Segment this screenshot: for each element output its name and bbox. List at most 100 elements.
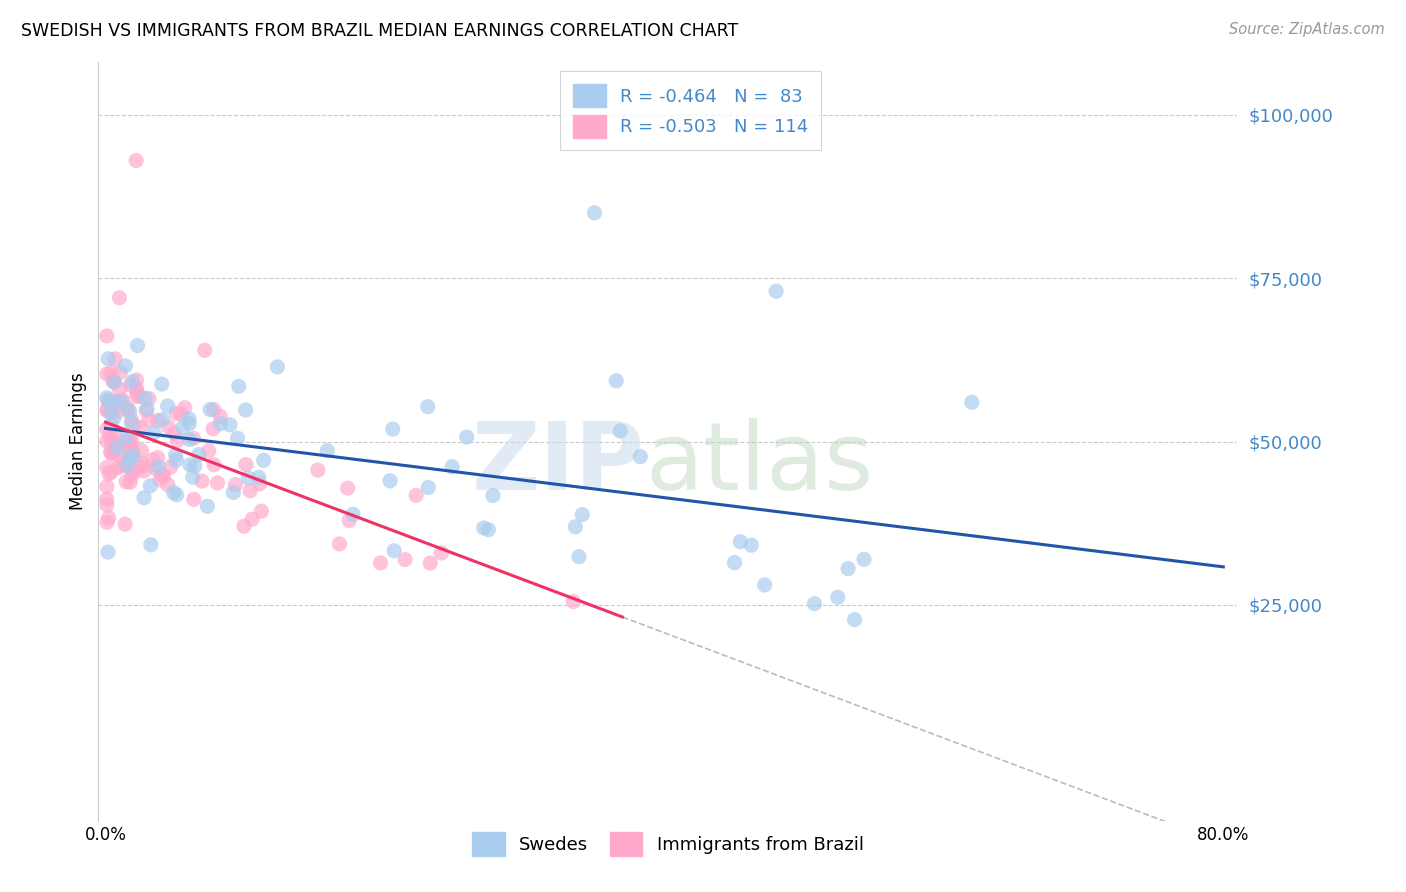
Point bbox=[382, 543, 405, 558]
Point bbox=[115, 402, 138, 417]
Point bbox=[418, 481, 440, 495]
Point bbox=[96, 434, 118, 448]
Point bbox=[121, 435, 143, 450]
Point bbox=[226, 431, 249, 445]
Point bbox=[441, 459, 464, 474]
Text: atlas: atlas bbox=[645, 418, 873, 510]
Point bbox=[197, 500, 219, 514]
Point bbox=[110, 365, 132, 379]
Point bbox=[146, 413, 169, 427]
Point bbox=[307, 463, 329, 477]
Point bbox=[96, 492, 118, 507]
Point bbox=[96, 367, 118, 381]
Point bbox=[114, 359, 136, 373]
Point bbox=[108, 291, 131, 305]
Point bbox=[266, 359, 288, 374]
Point bbox=[107, 460, 129, 475]
Point bbox=[228, 379, 250, 393]
Point bbox=[103, 442, 125, 457]
Point bbox=[128, 389, 150, 403]
Point bbox=[125, 381, 148, 395]
Point bbox=[100, 445, 122, 459]
Point bbox=[105, 437, 128, 451]
Point bbox=[730, 534, 752, 549]
Point bbox=[97, 545, 120, 559]
Point bbox=[370, 556, 392, 570]
Point bbox=[316, 443, 339, 458]
Point bbox=[100, 417, 122, 432]
Point bbox=[118, 449, 141, 463]
Point bbox=[122, 465, 145, 479]
Point bbox=[131, 456, 153, 470]
Point bbox=[336, 481, 359, 495]
Point bbox=[628, 450, 651, 464]
Point bbox=[107, 404, 129, 418]
Point bbox=[103, 411, 125, 425]
Point bbox=[416, 400, 439, 414]
Point bbox=[177, 412, 200, 426]
Point bbox=[138, 413, 160, 427]
Point bbox=[104, 428, 127, 442]
Point bbox=[125, 385, 148, 400]
Point bbox=[100, 435, 122, 450]
Point bbox=[96, 460, 118, 475]
Point bbox=[183, 431, 205, 445]
Point bbox=[157, 420, 180, 434]
Point bbox=[114, 517, 136, 532]
Point bbox=[253, 453, 276, 467]
Point bbox=[132, 491, 155, 505]
Point bbox=[101, 374, 124, 388]
Point bbox=[571, 508, 593, 522]
Point bbox=[97, 351, 120, 366]
Point bbox=[209, 409, 232, 424]
Point bbox=[125, 389, 148, 403]
Point bbox=[97, 511, 120, 525]
Point bbox=[138, 392, 160, 406]
Point bbox=[181, 470, 204, 484]
Point bbox=[853, 552, 876, 566]
Point bbox=[118, 450, 141, 465]
Point bbox=[605, 374, 627, 388]
Point bbox=[240, 512, 263, 526]
Point bbox=[179, 433, 201, 447]
Point bbox=[198, 402, 221, 417]
Point bbox=[111, 395, 134, 409]
Point bbox=[238, 471, 260, 485]
Point bbox=[150, 377, 173, 392]
Point bbox=[100, 446, 122, 460]
Point bbox=[127, 338, 149, 352]
Point bbox=[100, 398, 122, 412]
Point bbox=[114, 457, 136, 471]
Point bbox=[568, 549, 591, 564]
Point bbox=[148, 460, 170, 475]
Point bbox=[100, 402, 122, 417]
Point bbox=[97, 395, 120, 409]
Point bbox=[125, 153, 148, 168]
Point bbox=[405, 488, 427, 502]
Point bbox=[104, 394, 127, 409]
Point bbox=[131, 443, 153, 458]
Point bbox=[562, 594, 585, 608]
Point bbox=[740, 538, 762, 552]
Point bbox=[121, 468, 143, 483]
Point bbox=[142, 425, 165, 440]
Point bbox=[104, 351, 127, 366]
Point bbox=[165, 407, 187, 421]
Point bbox=[150, 468, 173, 483]
Point bbox=[482, 489, 505, 503]
Point bbox=[118, 439, 141, 453]
Point bbox=[328, 537, 350, 551]
Point bbox=[477, 523, 499, 537]
Point bbox=[121, 413, 143, 427]
Point bbox=[98, 429, 121, 443]
Point bbox=[134, 391, 156, 405]
Point bbox=[381, 422, 404, 436]
Point bbox=[118, 431, 141, 445]
Text: ZIP: ZIP bbox=[472, 418, 645, 510]
Point bbox=[96, 403, 118, 417]
Point bbox=[150, 412, 173, 426]
Point bbox=[121, 443, 143, 458]
Point bbox=[103, 375, 125, 389]
Point bbox=[249, 476, 271, 491]
Point bbox=[394, 552, 416, 566]
